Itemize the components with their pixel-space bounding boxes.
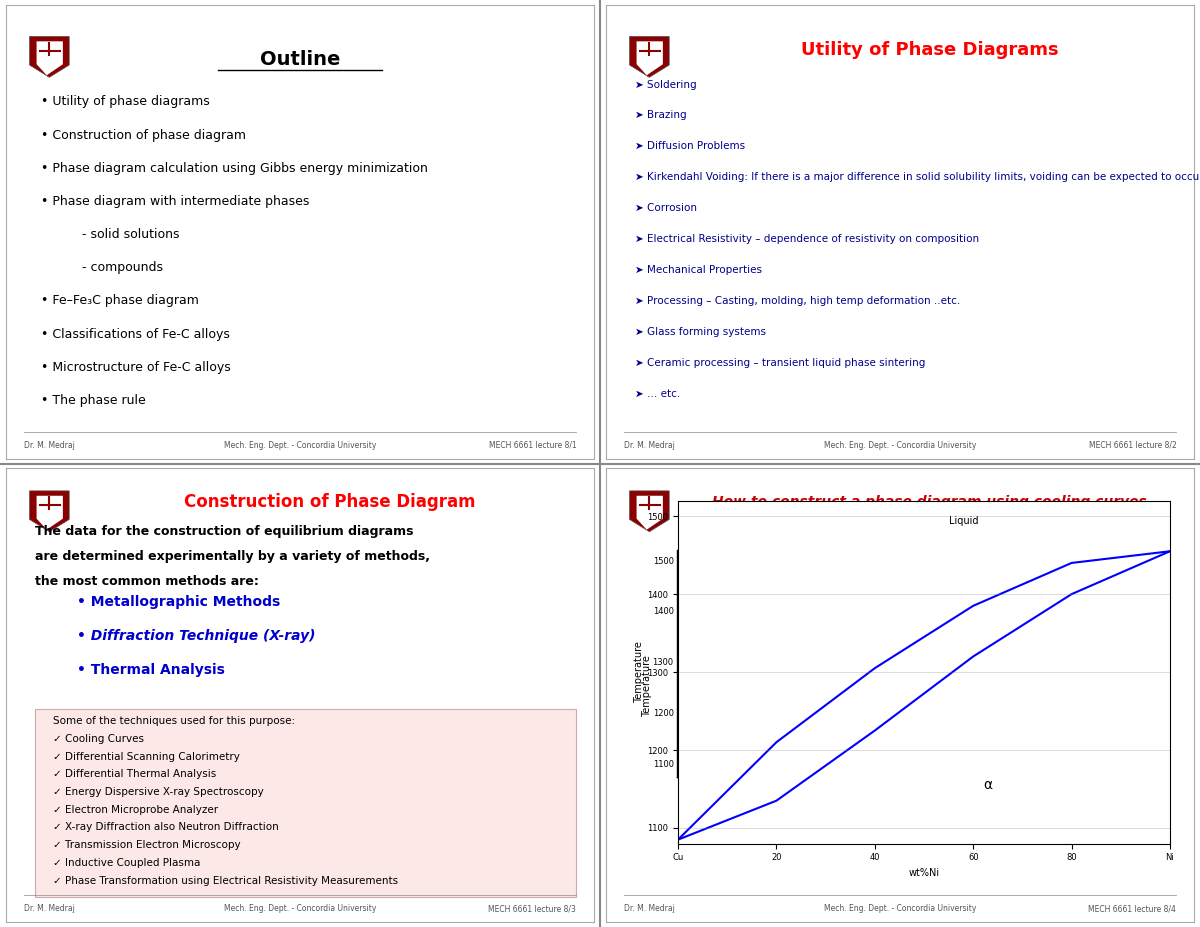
Polygon shape (36, 42, 62, 75)
Text: • Diffraction Technique (X-ray): • Diffraction Technique (X-ray) (77, 629, 316, 643)
Text: ➤ Diffusion Problems: ➤ Diffusion Problems (636, 141, 745, 151)
Text: 1500: 1500 (653, 557, 673, 565)
Text: 20%
Ni: 20% Ni (707, 540, 722, 553)
Text: ➤ Glass forming systems: ➤ Glass forming systems (636, 326, 767, 337)
X-axis label: wt%Ni: wt%Ni (908, 868, 940, 878)
Text: • Metallographic Methods: • Metallographic Methods (77, 595, 280, 609)
Text: Mech. Eng. Dept. - Concordia University: Mech. Eng. Dept. - Concordia University (824, 904, 976, 913)
Text: Outline: Outline (260, 50, 340, 69)
Text: Mech. Eng. Dept. - Concordia University: Mech. Eng. Dept. - Concordia University (224, 440, 376, 450)
Text: ➤ Soldering: ➤ Soldering (636, 80, 697, 90)
Text: - solid solutions: - solid solutions (83, 228, 180, 241)
Text: ✓ Cooling Curves: ✓ Cooling Curves (53, 734, 144, 743)
Text: ✓ Inductive Coupled Plasma: ✓ Inductive Coupled Plasma (53, 857, 200, 868)
Text: Temperature: Temperature (642, 655, 652, 717)
Text: MECH 6661 lecture 8/3: MECH 6661 lecture 8/3 (488, 904, 576, 913)
Text: Pure
Cu: Pure Cu (684, 540, 700, 553)
Text: ➤ Processing – Casting, molding, high temp deformation ..etc.: ➤ Processing – Casting, molding, high te… (636, 296, 961, 306)
Text: 1100: 1100 (653, 760, 673, 769)
Text: 1200: 1200 (653, 709, 673, 717)
Polygon shape (30, 491, 70, 532)
Polygon shape (36, 496, 62, 529)
Text: ✓ X-ray Diffraction also Neutron Diffraction: ✓ X-ray Diffraction also Neutron Diffrac… (53, 822, 278, 832)
Text: MECH 6661 lecture 8/1: MECH 6661 lecture 8/1 (488, 440, 576, 450)
Text: Dr. M. Medraj: Dr. M. Medraj (624, 904, 674, 913)
Text: • Phase diagram with intermediate phases: • Phase diagram with intermediate phases (41, 195, 310, 208)
Text: α: α (983, 778, 992, 792)
Text: 50%
Ni: 50% Ni (737, 540, 752, 553)
Text: Some of the techniques used for this purpose:: Some of the techniques used for this pur… (53, 716, 295, 726)
Text: ✓ Differential Thermal Analysis: ✓ Differential Thermal Analysis (53, 769, 216, 780)
Text: ➤ … etc.: ➤ … etc. (636, 388, 680, 399)
Text: • Thermal Analysis: • Thermal Analysis (77, 664, 224, 678)
Text: The data for the construction of equilibrium diagrams: The data for the construction of equilib… (36, 525, 414, 538)
Text: Dr. M. Medraj: Dr. M. Medraj (624, 440, 674, 450)
Text: • Construction of phase diagram: • Construction of phase diagram (41, 129, 246, 142)
Text: MECH 6661 lecture 8/4: MECH 6661 lecture 8/4 (1088, 904, 1176, 913)
Text: Mech. Eng. Dept. - Concordia University: Mech. Eng. Dept. - Concordia University (824, 440, 976, 450)
Polygon shape (636, 496, 662, 529)
Polygon shape (30, 36, 70, 77)
Text: • Utility of phase diagrams: • Utility of phase diagrams (41, 95, 210, 108)
Text: Mech. Eng. Dept. - Concordia University: Mech. Eng. Dept. - Concordia University (224, 904, 376, 913)
Text: Dr. M. Medraj: Dr. M. Medraj (24, 904, 74, 913)
Text: are determined experimentally by a variety of methods,: are determined experimentally by a varie… (36, 550, 431, 563)
Text: ➤ Mechanical Properties: ➤ Mechanical Properties (636, 265, 762, 275)
Y-axis label: Temperature: Temperature (635, 641, 644, 703)
Text: 1400: 1400 (653, 606, 673, 616)
Text: 80%
Ni: 80% Ni (766, 540, 781, 553)
Text: ✓ Electron Microprobe Analyzer: ✓ Electron Microprobe Analyzer (53, 805, 218, 815)
Text: • Phase diagram calculation using Gibbs energy minimization: • Phase diagram calculation using Gibbs … (41, 162, 428, 175)
Text: How to construct a phase diagram using cooling curves: How to construct a phase diagram using c… (712, 495, 1147, 509)
Text: • The phase rule: • The phase rule (41, 394, 146, 407)
Text: ➤ Corrosion: ➤ Corrosion (636, 203, 697, 213)
Text: ➤ Electrical Resistivity – dependence of resistivity on composition: ➤ Electrical Resistivity – dependence of… (636, 234, 979, 244)
Text: Example: Cu-Ni phase diagram: Example: Cu-Ni phase diagram (803, 518, 997, 531)
Text: MECH 6661 lecture 8/2: MECH 6661 lecture 8/2 (1088, 440, 1176, 450)
Text: • Microstructure of Fe-C alloys: • Microstructure of Fe-C alloys (41, 361, 232, 374)
Text: ✓ Phase Transformation using Electrical Resistivity Measurements: ✓ Phase Transformation using Electrical … (53, 876, 398, 885)
Text: 1300: 1300 (653, 658, 673, 667)
Text: • Classifications of Fe-C alloys: • Classifications of Fe-C alloys (41, 327, 230, 340)
Text: ✓ Transmission Electron Microscopy: ✓ Transmission Electron Microscopy (53, 840, 241, 850)
Polygon shape (630, 36, 670, 77)
Text: ➤ Kirkendahl Voiding: If there is a major difference in solid solubility limits,: ➤ Kirkendahl Voiding: If there is a majo… (636, 172, 1200, 183)
Text: ✓ Energy Dispersive X-ray Spectroscopy: ✓ Energy Dispersive X-ray Spectroscopy (53, 787, 264, 797)
Text: ✓ Differential Scanning Calorimetry: ✓ Differential Scanning Calorimetry (53, 752, 240, 762)
Text: Dr. M. Medraj: Dr. M. Medraj (24, 440, 74, 450)
Text: Liquid: Liquid (948, 516, 978, 526)
Text: • Fe–Fe₃C phase diagram: • Fe–Fe₃C phase diagram (41, 295, 199, 308)
Polygon shape (636, 42, 662, 75)
Text: the most common methods are:: the most common methods are: (36, 575, 259, 588)
Text: time: time (752, 800, 778, 809)
Polygon shape (630, 491, 670, 532)
Text: Utility of Phase Diagrams: Utility of Phase Diagrams (800, 41, 1058, 59)
Text: ➤ Ceramic processing – transient liquid phase sintering: ➤ Ceramic processing – transient liquid … (636, 358, 925, 368)
Text: Construction of Phase Diagram: Construction of Phase Diagram (184, 493, 475, 511)
Text: - compounds: - compounds (83, 261, 163, 274)
Bar (36, 709, 576, 897)
Text: ➤ Brazing: ➤ Brazing (636, 110, 688, 121)
Text: Pure
(Ni): Pure (Ni) (796, 540, 811, 554)
